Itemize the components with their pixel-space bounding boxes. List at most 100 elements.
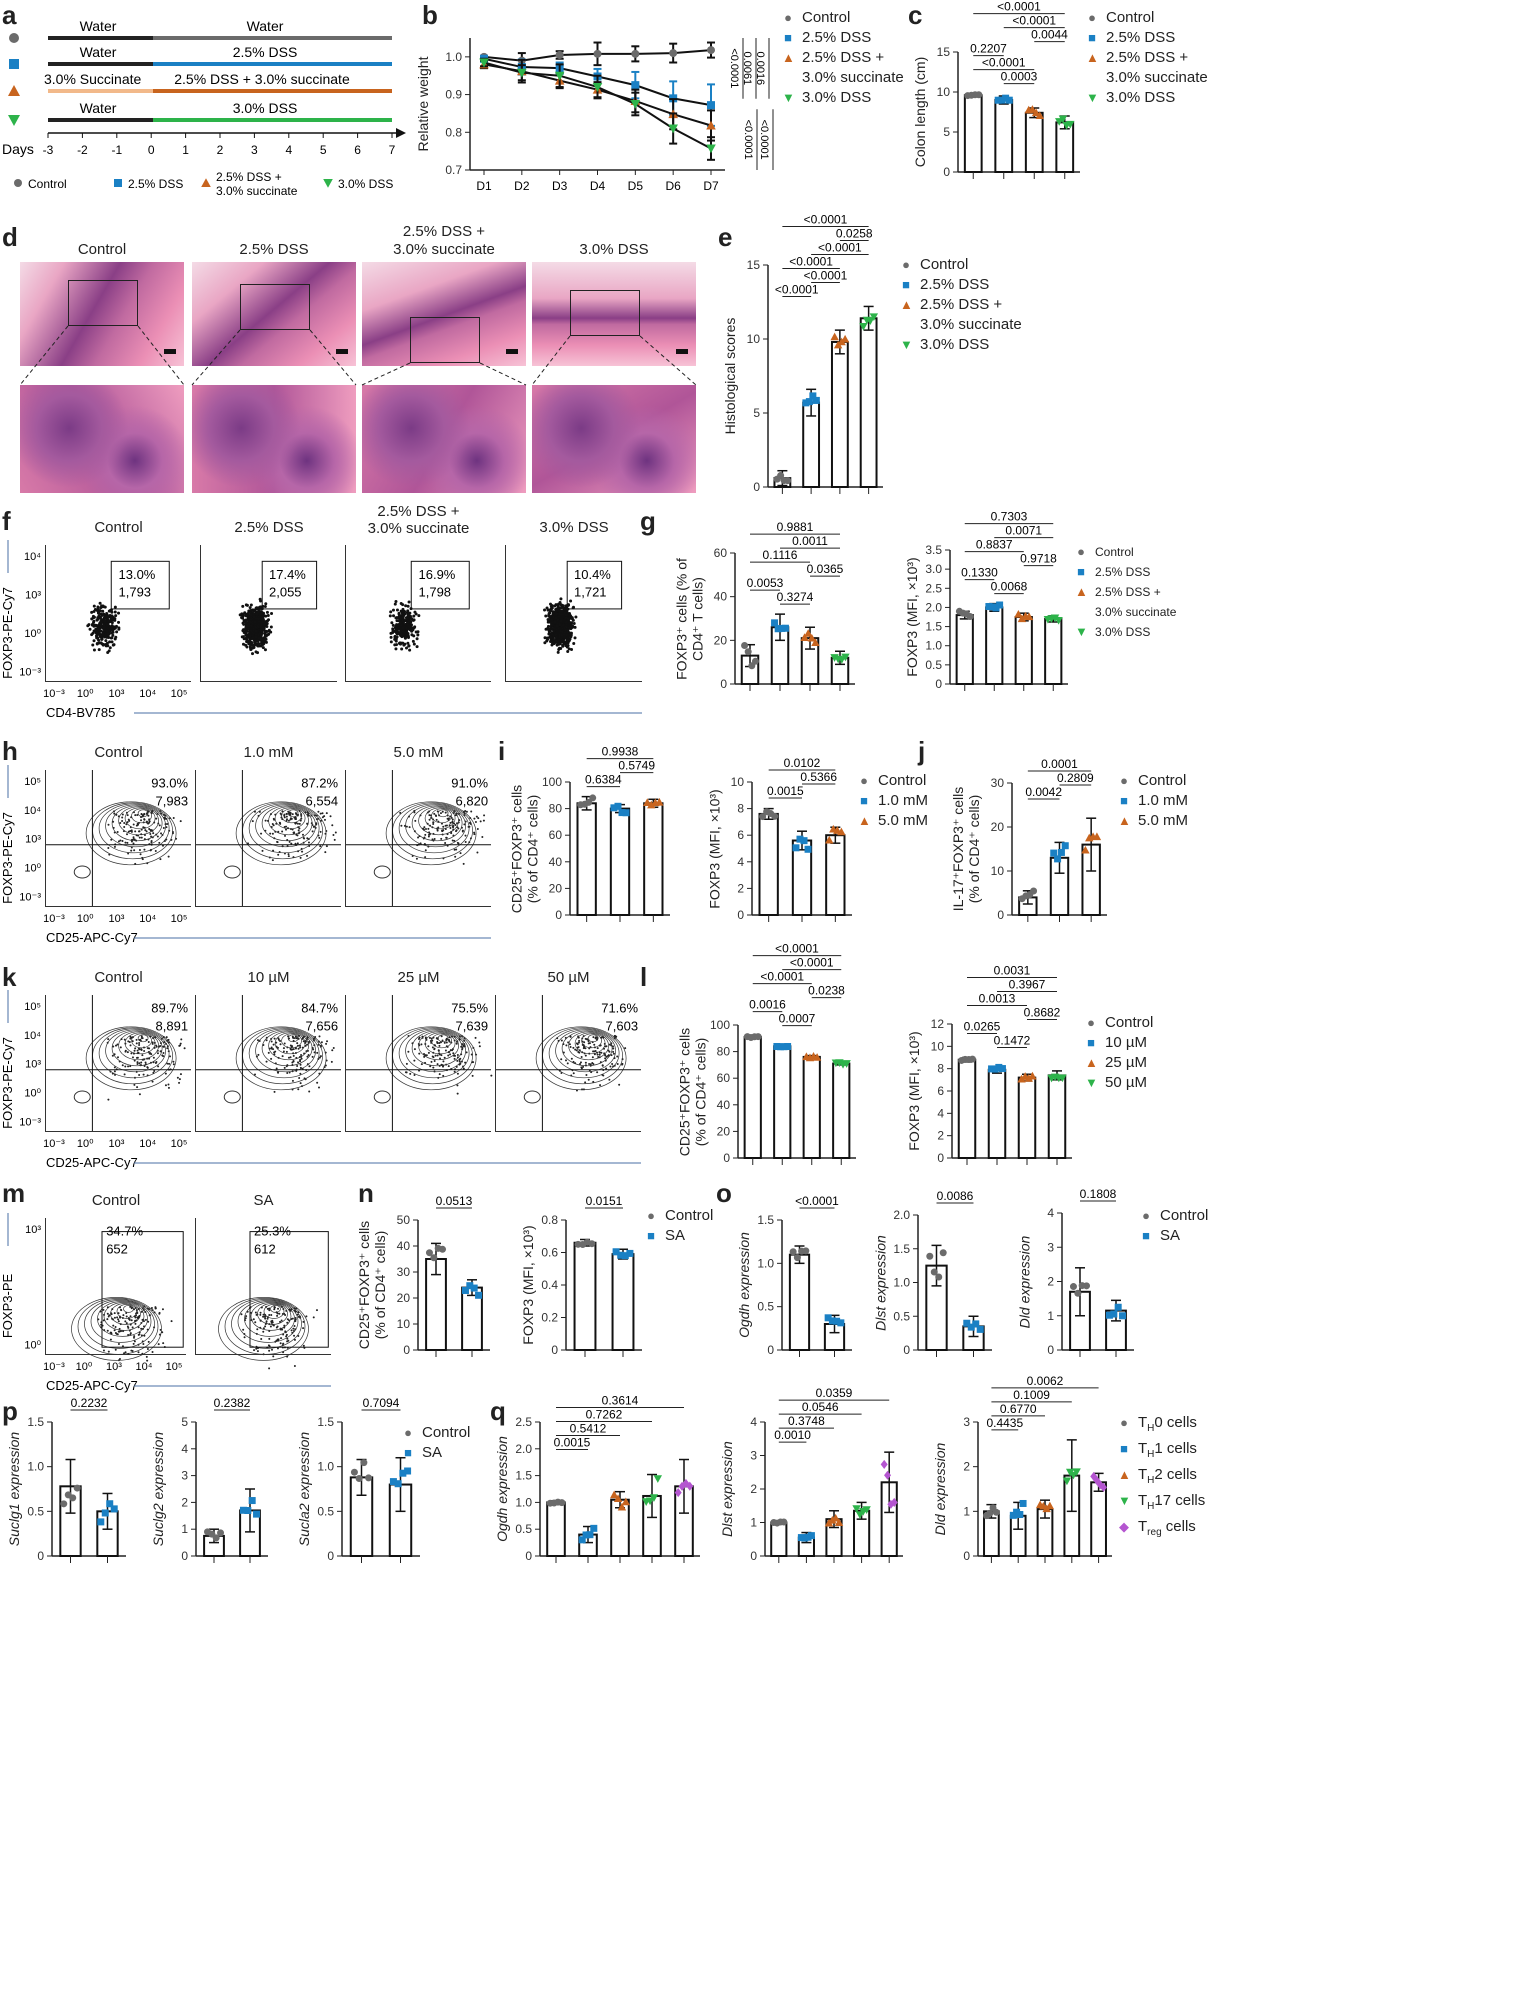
data-point-dss3 <box>517 68 527 78</box>
legend-label: 0 cells <box>1154 1414 1197 1431</box>
y-tick-label: 1 <box>963 1504 970 1518</box>
data-point-marker <box>805 398 813 406</box>
gate-count: 1,793 <box>119 585 152 600</box>
p-value-label: 0.0011 <box>792 534 828 548</box>
legend-item: ▼ 3.0% DSS <box>900 335 1022 355</box>
y-tick-label: 10⁴ <box>24 551 41 563</box>
p-value-label: 0.0044 <box>1031 28 1068 42</box>
p-value-label: 0.0258 <box>836 226 873 240</box>
legend-label: cells <box>1161 1518 1196 1535</box>
y-tick-label: 100 <box>710 1018 730 1032</box>
bar-control <box>955 614 974 685</box>
data-point-marker <box>653 1475 663 1483</box>
y-axis-label: Dlst expression <box>699 1417 735 1561</box>
y-tick-label: 10 <box>931 1039 945 1053</box>
data-point-marker <box>212 1534 220 1542</box>
data-point-marker <box>1035 111 1044 120</box>
y-tick-label: 8 <box>937 1062 944 1076</box>
contour-line <box>103 1302 145 1331</box>
legend-sa: ● Control ■ SA <box>1140 1206 1208 1246</box>
contour-line <box>287 1034 299 1043</box>
y-axis-label: FOXP3 (MFI, ×10³) <box>884 545 920 689</box>
flow-title-line: Control <box>94 969 143 986</box>
y-tick-label: 40 <box>717 1098 731 1112</box>
data-point-marker <box>771 619 779 627</box>
p-value-label: 0.1808 <box>1080 1187 1117 1201</box>
data-point-marker <box>425 1249 433 1257</box>
chart-p3: 0 0.5 1.0 1.5 0.7094 Sucla2 expression <box>296 1396 420 1563</box>
y-tick-label: 0 <box>903 1343 910 1357</box>
legend-marker-icon: ● <box>1120 1415 1128 1430</box>
y-tick-label: 0 <box>750 1549 757 1563</box>
contour-line <box>398 803 470 854</box>
bar-control <box>963 94 983 174</box>
x-tick-label: 10³ <box>109 688 125 700</box>
bar-control <box>758 812 779 917</box>
p-value-label: 0.1116 <box>763 548 798 562</box>
x-tick-label: D6 <box>665 179 681 193</box>
y-tick-label: 10 <box>397 1317 411 1331</box>
contour-line <box>261 1030 313 1067</box>
day-tick-label: 4 <box>285 143 292 157</box>
bar-dss25 <box>773 1045 792 1160</box>
p-value-label: <0.0001 <box>1012 14 1056 28</box>
y-axis-label-text: Suclg1 expression <box>6 1431 22 1547</box>
y-tick-label: 0.5 <box>893 1309 910 1323</box>
flow-title-line: 2.5% DSS + <box>377 503 460 520</box>
legend-label: Control <box>422 1424 471 1441</box>
legend-item: ▼ 3.0% DSS <box>1075 622 1176 642</box>
gate-box <box>566 560 623 610</box>
flow-title-line: 50 µM <box>547 969 590 986</box>
flow-plot: Control 34.7% 652 10³ 10⁰ 10⁻³ 10⁰ 10³ 10⁴ 10⁵ FOX… <box>0 1192 331 1393</box>
bar-control <box>546 1501 566 1557</box>
legend-item: ● TH0 cells <box>1118 1413 1205 1439</box>
data-point-marker <box>1061 842 1069 850</box>
legend-item: ▲ 2.5% DSS + 3.0% succinate <box>1086 48 1208 88</box>
data-point-marker <box>796 835 804 843</box>
contour-line <box>124 807 156 830</box>
legend-label: Control <box>1095 545 1134 559</box>
gate-count: 1,721 <box>574 585 607 600</box>
contour-line <box>437 809 449 818</box>
panel-letter-b: b <box>422 0 438 30</box>
legend-label: Control <box>1160 1207 1209 1224</box>
data-point-marker <box>930 1268 938 1276</box>
data-point-marker <box>803 629 813 637</box>
data-point-marker <box>812 1053 822 1061</box>
flow-plot-title: 10 µM <box>196 969 341 986</box>
legend-marker-icon: ◆ <box>1119 1519 1129 1534</box>
data-point-marker <box>793 1254 801 1262</box>
data-point-marker <box>1105 1311 1113 1319</box>
y-tick-label: 1.5 <box>925 620 942 634</box>
bar-dss3 <box>1044 617 1063 685</box>
chart-n1: 0 10 20 30 40 50 0.0513 CD25⁺FOXP3⁺ cells (% of… <box>356 1194 490 1357</box>
legend-marker-icon: ■ <box>1087 1035 1095 1050</box>
legend-item: ■ 2.5% DSS <box>1086 28 1208 48</box>
data-point-marker <box>60 1500 68 1508</box>
data-point-marker <box>866 317 875 326</box>
p-value-label: 0.6384 <box>585 773 622 787</box>
y-axis-label-text: Dld expression <box>1016 1235 1032 1328</box>
data-point-marker <box>1099 1482 1107 1492</box>
x-tick-label: 10⁴ <box>136 1361 153 1373</box>
data-point-marker <box>1083 1282 1091 1290</box>
pretreatment-label: Water <box>80 18 117 34</box>
contour-line <box>411 1030 463 1067</box>
y-tick-label: 3 <box>750 1449 757 1463</box>
data-point-dss3 <box>479 58 489 68</box>
y-tick-label: 15 <box>747 258 761 272</box>
legend-label: 3.0% DSS <box>802 89 872 106</box>
x-axis-label: CD25-APC-Cy7 <box>46 1155 138 1170</box>
legend-label: T <box>1138 1414 1148 1431</box>
legend-marker-icon: ▼ <box>1085 1075 1098 1090</box>
data-point-marker <box>1030 887 1038 895</box>
p-value-label: 0.2809 <box>1057 771 1094 785</box>
y-tick-label: 3.0 <box>925 562 942 576</box>
legend-subscript: reg <box>1147 1527 1162 1538</box>
data-point-marker <box>1081 845 1090 854</box>
y-tick-label: 2.5 <box>925 581 942 595</box>
data-point-control <box>669 49 678 58</box>
data-point-marker <box>773 1042 781 1050</box>
y-tick-label: 1.0 <box>893 1276 910 1290</box>
